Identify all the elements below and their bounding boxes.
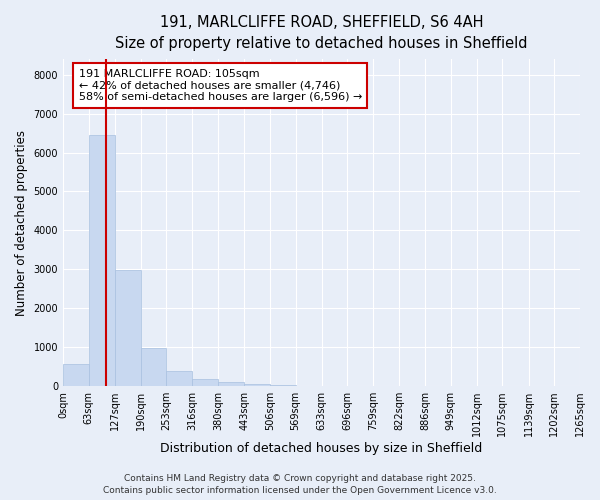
Bar xyxy=(218,382,244,386)
Text: Contains HM Land Registry data © Crown copyright and database right 2025.
Contai: Contains HM Land Registry data © Crown c… xyxy=(103,474,497,495)
Title: 191, MARLCLIFFE ROAD, SHEFFIELD, S6 4AH
Size of property relative to detached ho: 191, MARLCLIFFE ROAD, SHEFFIELD, S6 4AH … xyxy=(115,15,528,51)
Text: 191 MARLCLIFFE ROAD: 105sqm
← 42% of detached houses are smaller (4,746)
58% of : 191 MARLCLIFFE ROAD: 105sqm ← 42% of det… xyxy=(79,69,362,102)
Y-axis label: Number of detached properties: Number of detached properties xyxy=(15,130,28,316)
Bar xyxy=(63,364,89,386)
X-axis label: Distribution of detached houses by size in Sheffield: Distribution of detached houses by size … xyxy=(160,442,482,455)
Bar xyxy=(115,270,140,386)
Bar xyxy=(192,380,218,386)
Bar xyxy=(244,384,270,386)
Bar xyxy=(270,385,296,386)
Bar xyxy=(89,135,115,386)
Bar xyxy=(140,348,166,386)
Bar xyxy=(166,372,192,386)
